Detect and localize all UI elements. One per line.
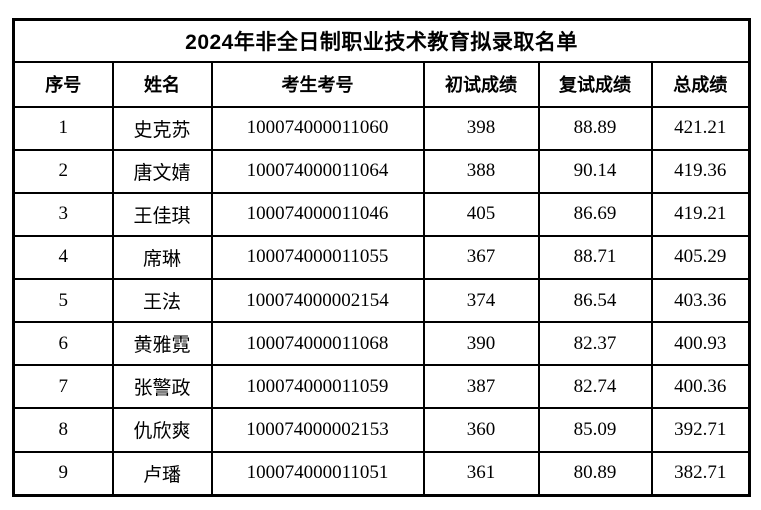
table-row: 2 唐文婧 100074000011064 388 90.14 419.36 — [12, 148, 751, 194]
cell-total-score: 392.71 — [650, 407, 751, 453]
cell-retest-score: 90.14 — [537, 148, 653, 194]
header-name: 姓名 — [111, 60, 213, 108]
cell-name: 唐文婧 — [111, 148, 213, 194]
cell-exam-number: 100074000011064 — [210, 148, 425, 194]
cell-total-score: 400.36 — [650, 364, 751, 410]
cell-retest-score: 82.74 — [537, 364, 653, 410]
cell-initial-score: 390 — [422, 321, 540, 367]
cell-seq: 1 — [12, 105, 114, 151]
title-row: 2024年非全日制职业技术教育拟录取名单 — [12, 18, 751, 63]
cell-initial-score: 361 — [422, 450, 540, 497]
table-row: 8 仇欣爽 100074000002153 360 85.09 392.71 — [12, 407, 751, 453]
cell-exam-number: 100074000011051 — [210, 450, 425, 497]
cell-initial-score: 398 — [422, 105, 540, 151]
cell-name: 席琳 — [111, 234, 213, 281]
cell-total-score: 419.21 — [650, 191, 751, 237]
table-row: 5 王法 100074000002154 374 86.54 403.36 — [12, 277, 751, 324]
cell-name: 黄雅霓 — [111, 321, 213, 367]
cell-initial-score: 388 — [422, 148, 540, 194]
table-row: 6 黄雅霓 100074000011068 390 82.37 400.93 — [12, 321, 751, 367]
cell-retest-score: 88.71 — [537, 234, 653, 281]
cell-initial-score: 374 — [422, 277, 540, 324]
cell-retest-score: 80.89 — [537, 450, 653, 497]
cell-total-score: 405.29 — [650, 234, 751, 281]
cell-name: 仇欣爽 — [111, 407, 213, 453]
cell-name: 王法 — [111, 277, 213, 324]
cell-exam-number: 100074000011055 — [210, 234, 425, 281]
cell-seq: 5 — [12, 277, 114, 324]
cell-name: 王佳琪 — [111, 191, 213, 237]
table-title: 2024年非全日制职业技术教育拟录取名单 — [12, 18, 751, 63]
cell-name: 史克苏 — [111, 105, 213, 151]
header-seq: 序号 — [12, 60, 114, 108]
cell-seq: 2 — [12, 148, 114, 194]
cell-name: 卢璠 — [111, 450, 213, 497]
cell-exam-number: 100074000011068 — [210, 321, 425, 367]
cell-retest-score: 82.37 — [537, 321, 653, 367]
cell-seq: 4 — [12, 234, 114, 281]
cell-total-score: 382.71 — [650, 450, 751, 497]
cell-total-score: 400.93 — [650, 321, 751, 367]
cell-total-score: 419.36 — [650, 148, 751, 194]
cell-retest-score: 85.09 — [537, 407, 653, 453]
table-row: 7 张警政 100074000011059 387 82.74 400.36 — [12, 364, 751, 410]
table-row: 1 史克苏 100074000011060 398 88.89 421.21 — [12, 105, 751, 151]
cell-retest-score: 88.89 — [537, 105, 653, 151]
cell-total-score: 421.21 — [650, 105, 751, 151]
cell-exam-number: 100074000011059 — [210, 364, 425, 410]
cell-retest-score: 86.54 — [537, 277, 653, 324]
table-row: 9 卢璠 100074000011051 361 80.89 382.71 — [12, 450, 751, 497]
cell-initial-score: 360 — [422, 407, 540, 453]
cell-total-score: 403.36 — [650, 277, 751, 324]
cell-exam-number: 100074000011046 — [210, 191, 425, 237]
cell-initial-score: 367 — [422, 234, 540, 281]
cell-retest-score: 86.69 — [537, 191, 653, 237]
cell-seq: 3 — [12, 191, 114, 237]
table-row: 4 席琳 100074000011055 367 88.71 405.29 — [12, 234, 751, 281]
cell-seq: 8 — [12, 407, 114, 453]
cell-name: 张警政 — [111, 364, 213, 410]
header-retest-score: 复试成绩 — [537, 60, 653, 108]
cell-seq: 7 — [12, 364, 114, 410]
header-total-score: 总成绩 — [650, 60, 751, 108]
table-body: 1 史克苏 100074000011060 398 88.89 421.21 2 唐文婧 100… — [12, 105, 751, 497]
header-exam-number: 考生考号 — [210, 60, 425, 108]
cell-exam-number: 100074000002153 — [210, 407, 425, 453]
cell-exam-number: 100074000011060 — [210, 105, 425, 151]
cell-seq: 6 — [12, 321, 114, 367]
table-row: 3 王佳琪 100074000011046 405 86.69 419.21 — [12, 191, 751, 237]
header-initial-score: 初试成绩 — [422, 60, 540, 108]
header-row: 序号 姓名 考生考号 初试成绩 复试成绩 总成绩 — [12, 60, 751, 108]
cell-exam-number: 100074000002154 — [210, 277, 425, 324]
cell-seq: 9 — [12, 450, 114, 497]
admission-table: 2024年非全日制职业技术教育拟录取名单 序号 姓名 考生考号 初试成绩 复试成… — [12, 18, 751, 497]
cell-initial-score: 405 — [422, 191, 540, 237]
cell-initial-score: 387 — [422, 364, 540, 410]
